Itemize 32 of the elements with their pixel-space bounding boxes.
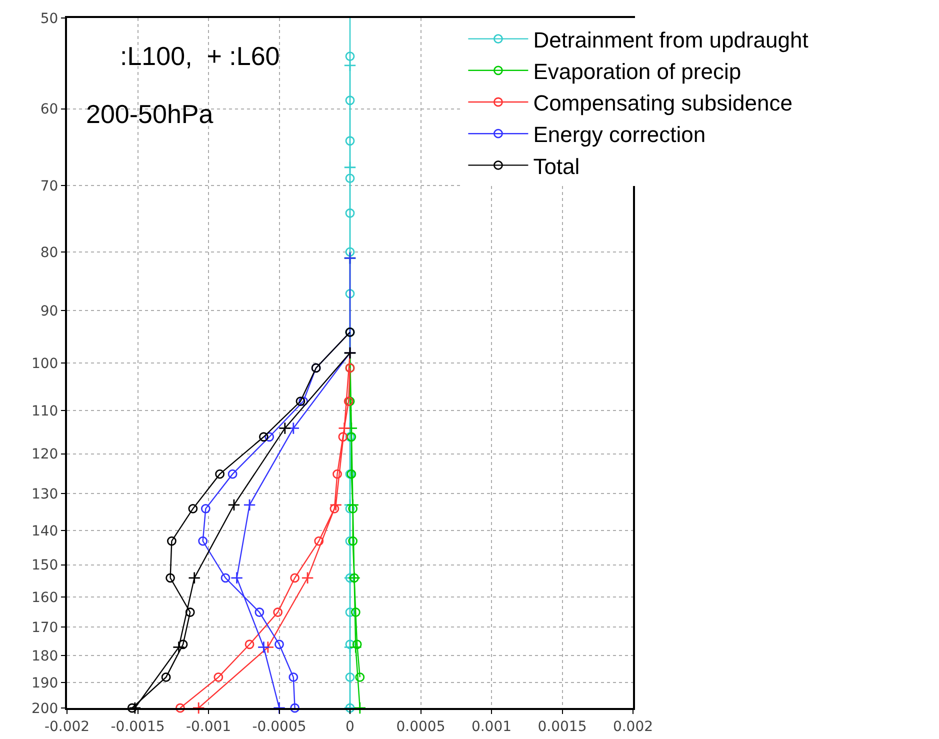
y-tick-label: 160 [31,590,58,606]
x-tick-label: 0.0005 [396,718,446,735]
y-tick-label: 120 [31,446,58,463]
x-tick-label: -0.002 [44,718,90,735]
legend-label: Compensating subsidence [533,90,792,116]
legend-label: Energy correction [533,122,706,148]
y-tick-label: 110 [31,403,58,420]
x-tick-label: 0 [346,718,354,735]
y-tick-label: 150 [31,558,58,574]
y-tick-label: 170 [31,620,58,636]
x-tick-label: -0.0005 [252,718,306,735]
y-tick-label: 140 [31,523,58,540]
y-tick-label: 60 [40,102,58,118]
legend-label: Detrainment from updraught [533,27,808,52]
y-tick-label: 190 [31,675,58,692]
x-tick-label: 0.0015 [538,718,587,735]
annotation: :L100, + :L60 [120,41,280,71]
annotation: 200-50hPa [86,99,214,129]
y-tick-label: 130 [31,486,58,502]
x-tick-label: 0.002 [612,718,654,735]
x-tick-label: -0.0015 [110,718,165,735]
legend-label: Total [533,154,580,179]
y-tick-label: 90 [40,303,58,320]
y-tick-label: 70 [40,178,58,194]
x-tick-label: 0.001 [471,718,512,735]
y-tick-label: 180 [31,648,58,664]
legend-label: Evaporation of precip [533,58,742,84]
y-tick-label: 80 [40,244,58,261]
y-tick-label: 50 [40,10,58,27]
y-tick-label: 200 [31,700,58,717]
y-tick-label: 100 [31,356,58,372]
x-tick-label: -0.001 [186,718,232,735]
